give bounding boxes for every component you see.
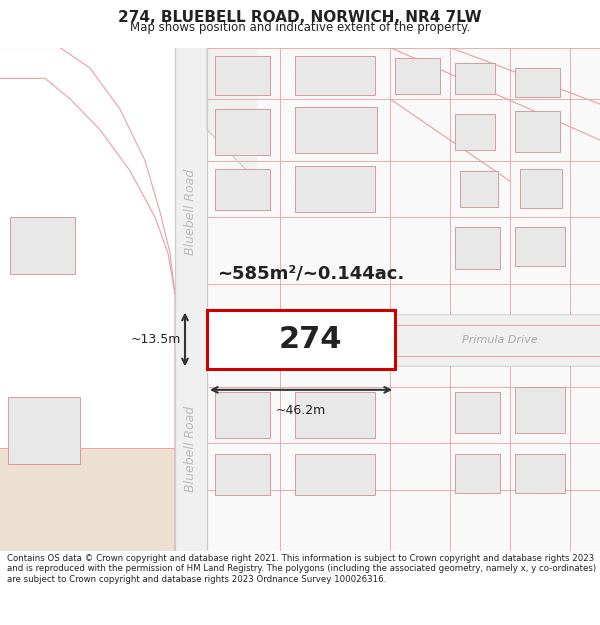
Bar — [295, 56, 375, 95]
Bar — [455, 392, 500, 433]
Bar — [515, 387, 565, 433]
Text: Contains OS data © Crown copyright and database right 2021. This information is : Contains OS data © Crown copyright and d… — [7, 554, 596, 584]
Polygon shape — [0, 449, 175, 551]
Bar — [455, 228, 500, 269]
Text: Bluebell Road: Bluebell Road — [185, 406, 197, 491]
Text: ~46.2m: ~46.2m — [276, 404, 326, 418]
Bar — [295, 454, 375, 495]
Bar — [295, 392, 375, 438]
Text: Primula Drive: Primula Drive — [462, 336, 538, 346]
Bar — [215, 169, 270, 210]
Bar — [215, 109, 270, 156]
Bar — [10, 217, 75, 274]
Bar — [0, 48, 205, 551]
Bar — [515, 228, 565, 266]
Bar — [520, 169, 562, 208]
Bar — [217, 318, 292, 361]
Bar — [515, 68, 560, 97]
Bar — [455, 63, 495, 94]
Bar — [460, 171, 498, 207]
Bar — [295, 107, 377, 153]
Bar — [175, 48, 207, 551]
Text: Map shows position and indicative extent of the property.: Map shows position and indicative extent… — [130, 21, 470, 34]
Text: 274: 274 — [278, 325, 342, 354]
Bar — [455, 454, 500, 493]
Text: ~13.5m: ~13.5m — [131, 333, 181, 346]
Bar — [207, 309, 395, 369]
Bar — [295, 166, 375, 212]
Bar — [215, 56, 270, 95]
Bar — [215, 454, 270, 495]
Bar — [455, 114, 495, 150]
Bar — [395, 58, 440, 94]
Bar — [215, 392, 270, 438]
Text: ~585m²/~0.144ac.: ~585m²/~0.144ac. — [217, 264, 404, 282]
Text: Bluebell Road: Bluebell Road — [185, 169, 197, 255]
FancyBboxPatch shape — [377, 315, 600, 366]
Bar — [8, 397, 80, 464]
Bar — [515, 454, 565, 493]
Text: 274, BLUEBELL ROAD, NORWICH, NR4 7LW: 274, BLUEBELL ROAD, NORWICH, NR4 7LW — [118, 11, 482, 26]
Bar — [515, 111, 560, 152]
Bar — [390, 325, 600, 356]
Polygon shape — [207, 48, 257, 181]
